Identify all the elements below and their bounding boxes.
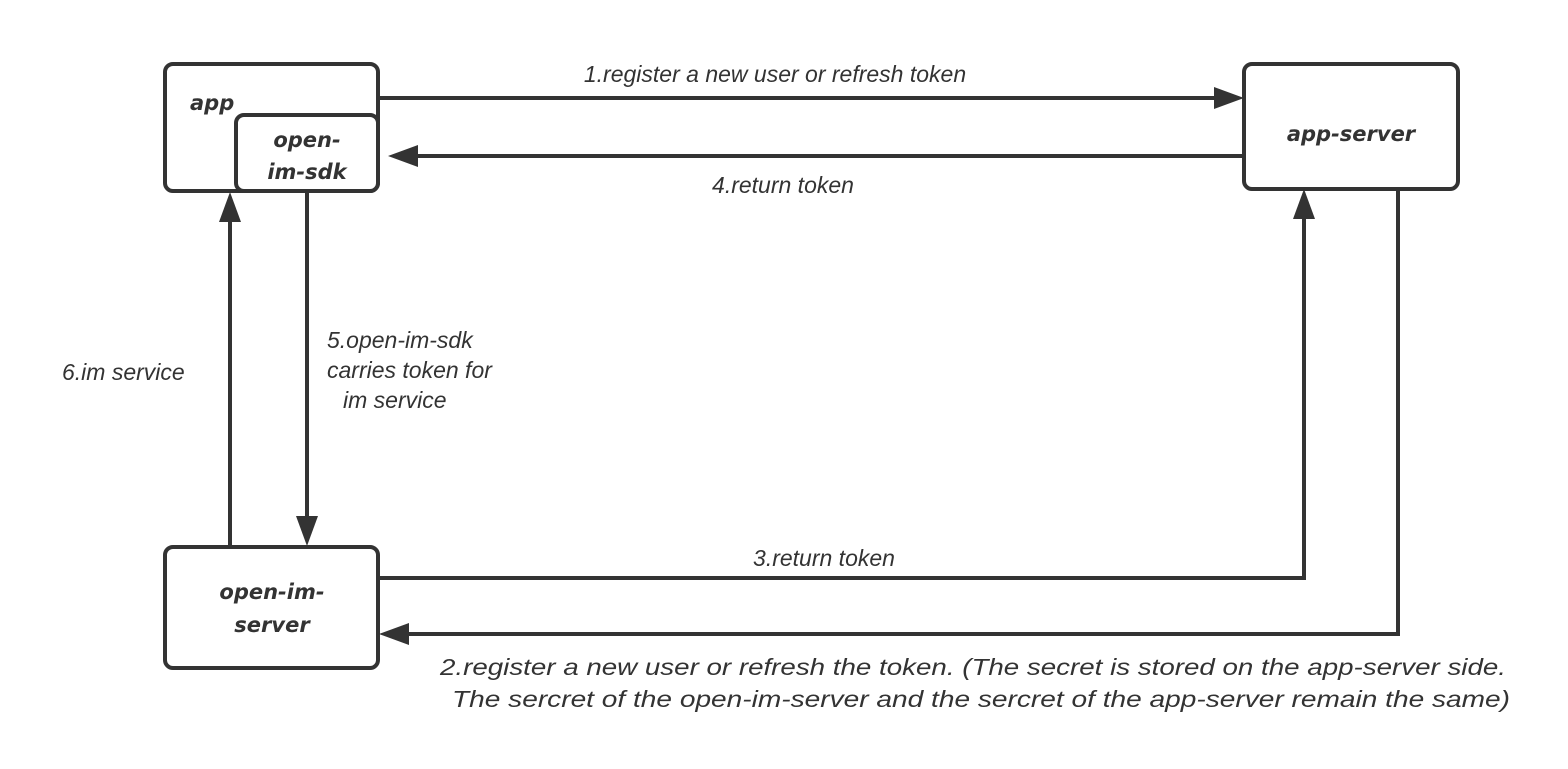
step5-label-3: im service (343, 387, 447, 413)
step3-label: 3.return token (753, 545, 895, 571)
step1-label: 1.register a new user or refresh token (584, 61, 966, 87)
step5-label-1: 5.open-im-sdk (327, 327, 474, 353)
open-im-sdk-node: open- im-sdk (234, 113, 380, 193)
step4-label: 4.return token (712, 172, 854, 198)
svg-text:open-: open- (273, 128, 340, 152)
arrow-step4: 4.return token (388, 145, 1244, 198)
svg-text:open-im-: open-im- (219, 580, 324, 604)
arrow-step6: 6.im service (62, 192, 241, 547)
step2-label-2: The sercret of the open-im-server and th… (452, 686, 1510, 712)
arrow-step2: 2.register a new user or refresh the tok… (379, 189, 1510, 712)
svg-text:server: server (234, 613, 311, 637)
svg-text:im-sdk: im-sdk (267, 160, 348, 184)
step2-label-1: 2.register a new user or refresh the tok… (439, 654, 1506, 680)
svg-text:app-server: app-server (1287, 122, 1417, 146)
arrow-step5: 5.open-im-sdk carries token for im servi… (296, 191, 493, 546)
arrow-step3: 3.return token (378, 189, 1315, 580)
step6-label: 6.im service (62, 359, 185, 385)
open-im-server-node: open-im- server (163, 545, 380, 670)
step5-label-2: carries token for (327, 357, 493, 383)
app-server-node: app-server (1242, 62, 1460, 191)
arrow-step1: 1.register a new user or refresh token (378, 61, 1244, 109)
svg-text:app: app (190, 91, 234, 115)
